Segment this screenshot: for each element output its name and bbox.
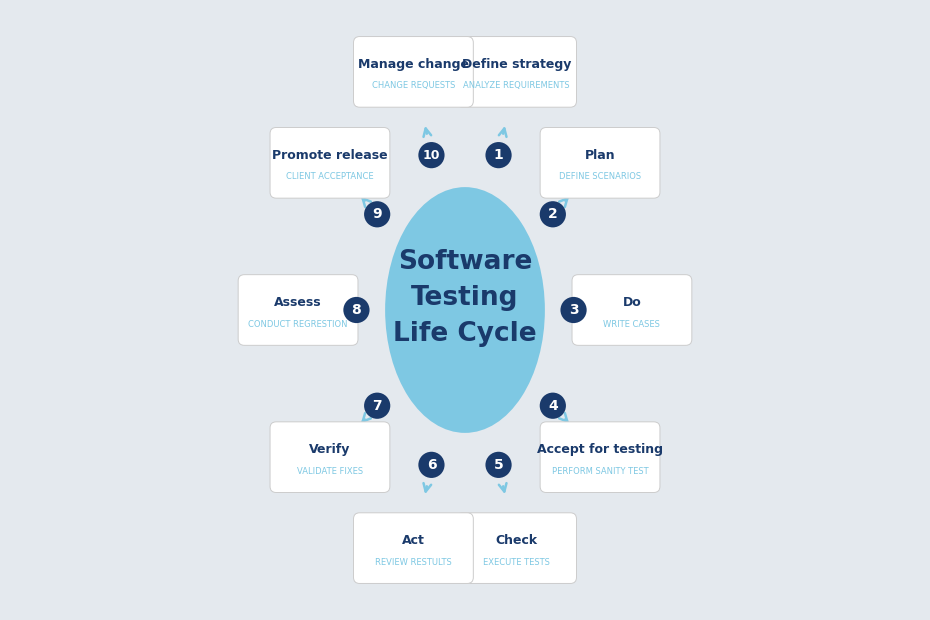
Text: Accept for testing: Accept for testing xyxy=(537,443,663,456)
Text: Plan: Plan xyxy=(585,149,616,162)
Text: WRITE CASES: WRITE CASES xyxy=(604,319,660,329)
Circle shape xyxy=(561,297,587,323)
Circle shape xyxy=(539,201,566,228)
FancyBboxPatch shape xyxy=(457,37,577,107)
FancyBboxPatch shape xyxy=(270,422,390,492)
FancyBboxPatch shape xyxy=(353,513,473,583)
FancyBboxPatch shape xyxy=(540,422,660,492)
Text: Act: Act xyxy=(402,534,425,547)
Text: Assess: Assess xyxy=(274,296,322,309)
Circle shape xyxy=(485,452,512,478)
Text: ANALYZE REQUIREMENTS: ANALYZE REQUIREMENTS xyxy=(463,81,570,91)
Circle shape xyxy=(343,297,369,323)
Text: EXECUTE TESTS: EXECUTE TESTS xyxy=(484,557,550,567)
Circle shape xyxy=(485,142,512,168)
FancyBboxPatch shape xyxy=(572,275,692,345)
Text: 7: 7 xyxy=(372,399,382,413)
Text: 6: 6 xyxy=(427,458,436,472)
Circle shape xyxy=(539,392,566,419)
FancyBboxPatch shape xyxy=(457,513,577,583)
FancyBboxPatch shape xyxy=(353,37,473,107)
Text: Define strategy: Define strategy xyxy=(462,58,571,71)
Circle shape xyxy=(364,392,391,419)
Text: CHANGE REQUESTS: CHANGE REQUESTS xyxy=(372,81,455,91)
Text: 5: 5 xyxy=(494,458,503,472)
FancyBboxPatch shape xyxy=(270,128,390,198)
Text: Manage change: Manage change xyxy=(358,58,469,71)
Circle shape xyxy=(418,142,445,168)
FancyBboxPatch shape xyxy=(540,128,660,198)
Text: 9: 9 xyxy=(372,207,382,221)
Text: Verify: Verify xyxy=(310,443,351,456)
Text: 3: 3 xyxy=(569,303,578,317)
Text: Check: Check xyxy=(496,534,538,547)
FancyBboxPatch shape xyxy=(238,275,358,345)
Text: 1: 1 xyxy=(494,148,503,162)
Text: CLIENT ACCEPTANCE: CLIENT ACCEPTANCE xyxy=(286,172,374,181)
Text: 10: 10 xyxy=(423,149,440,162)
Text: REVIEW RESTULTS: REVIEW RESTULTS xyxy=(375,557,452,567)
Text: VALIDATE FIXES: VALIDATE FIXES xyxy=(297,467,363,476)
Text: 2: 2 xyxy=(548,207,558,221)
Text: Software
Testing
Life Cycle: Software Testing Life Cycle xyxy=(393,249,537,347)
Ellipse shape xyxy=(385,187,545,433)
Text: CONDUCT REGRESTION: CONDUCT REGRESTION xyxy=(248,319,348,329)
Circle shape xyxy=(418,452,445,478)
Text: Promote release: Promote release xyxy=(272,149,388,162)
Text: 4: 4 xyxy=(548,399,558,413)
Circle shape xyxy=(364,201,391,228)
Text: DEFINE SCENARIOS: DEFINE SCENARIOS xyxy=(559,172,641,181)
Text: PERFORM SANITY TEST: PERFORM SANITY TEST xyxy=(551,467,648,476)
Text: 8: 8 xyxy=(352,303,362,317)
Text: Do: Do xyxy=(622,296,642,309)
